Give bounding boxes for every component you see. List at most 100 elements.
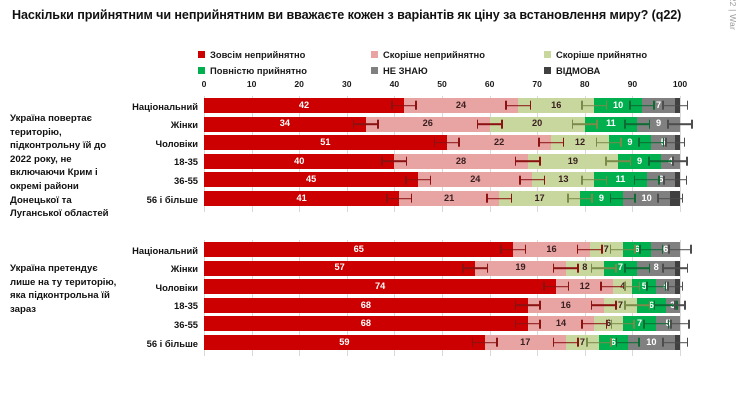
axis-tick-60: 60 (484, 79, 495, 89)
axis-tick-20: 20 (294, 79, 304, 89)
bar-segment-somewhat_unacceptable[interactable]: 14 (527, 316, 595, 332)
bar-segment-very_unacceptable[interactable]: 74 (204, 279, 557, 295)
bar-segment-somewhat_acceptable[interactable]: 12 (551, 135, 609, 151)
bar-segment-somewhat_unacceptable[interactable]: 26 (365, 116, 490, 132)
legend-swatch-somewhat_acceptable-icon (544, 50, 551, 58)
bar-segment-very_unacceptable[interactable]: 45 (204, 172, 419, 188)
legend-item-dont_know[interactable]: НЕ ЗНАЮ (371, 65, 544, 76)
error-bar-whisker (667, 285, 684, 288)
bar-segment-somewhat_acceptable[interactable]: 20 (489, 116, 585, 132)
bar-value-label: 6 (610, 336, 616, 347)
bar-segment-fully_acceptable[interactable]: 6 (599, 335, 628, 350)
bar-segment-somewhat_acceptable[interactable]: 6 (594, 316, 623, 332)
error-bar-whisker (647, 160, 674, 163)
source-note: NDI UKRAINE | May 2022 | War (728, 0, 738, 30)
stacked-bar-row[interactable]: 57 19 8 7 8 (204, 260, 689, 276)
bar-segment-somewhat_unacceptable[interactable]: 19 (475, 260, 566, 276)
bar-segment-somewhat_unacceptable[interactable]: 24 (403, 98, 519, 113)
bar-segment-very_unacceptable[interactable]: 68 (204, 316, 528, 332)
bar-segment-very_unacceptable[interactable]: 51 (204, 135, 447, 151)
stacked-bar-row[interactable]: 59 17 7 6 10 (204, 335, 689, 350)
axis-tick-50: 50 (437, 79, 447, 89)
page-title: Наскільки прийнятним чи неприйнятним ви … (12, 8, 682, 22)
bar-value-label: 7 (636, 318, 643, 329)
bar-segment-fully_acceptable[interactable]: 6 (622, 242, 652, 257)
bar-segment-very_unacceptable[interactable]: 42 (204, 98, 404, 113)
stacked-bar-row[interactable]: 42 24 16 10 7 (204, 98, 689, 113)
bar-segment-dont_know[interactable]: 8 (637, 260, 676, 276)
bar-segment-somewhat_acceptable[interactable]: 7 (589, 242, 623, 257)
bar-segment-fully_acceptable[interactable]: 7 (603, 260, 638, 276)
bar-value-label: 19 (567, 155, 578, 166)
bar-segment-dont_know[interactable]: 6 (651, 242, 680, 257)
error-bar-whisker (609, 248, 636, 251)
bar-value-label: 10 (641, 192, 652, 203)
bar-segment-fully_acceptable[interactable]: 6 (637, 297, 666, 313)
legend-item-fully_acceptable[interactable]: Повністю прийнятно (198, 65, 371, 76)
error-bar-whisker (581, 323, 608, 325)
bar-value-label: 12 (579, 281, 590, 292)
bar-value-label: 5 (641, 281, 647, 292)
error-bar-whisker (514, 323, 541, 325)
bar-segment-somewhat_unacceptable[interactable]: 28 (394, 153, 528, 169)
bar-segment-very_unacceptable[interactable]: 59 (204, 335, 485, 350)
stacked-bar-row[interactable]: 51221295 (204, 135, 686, 151)
bar-segment-dont_know[interactable]: 7 (641, 98, 676, 113)
legend-label: Зовсім неприйнятно (210, 48, 306, 60)
stacked-bar-row[interactable]: 65 16 7 6 6 (204, 242, 692, 257)
error-bar-whisker (646, 285, 667, 288)
bar-value-label: 16 (546, 243, 557, 254)
error-bar-whisker (552, 341, 579, 344)
bar-segment-very_unacceptable[interactable]: 57 (204, 260, 476, 276)
error-bar-whisker (674, 304, 686, 307)
bar-segment-somewhat_unacceptable[interactable]: 22 (446, 135, 552, 151)
bar-segment-somewhat_unacceptable[interactable]: 17 (484, 335, 566, 350)
error-bar-whisker (615, 341, 640, 344)
bar-segment-dont_know[interactable]: 6 (646, 172, 676, 188)
bar-segment-somewhat_unacceptable[interactable]: 21 (399, 191, 500, 206)
bar-value-label: 68 (360, 318, 371, 329)
error-bar-whisker (643, 323, 670, 325)
bar-segment-somewhat_acceptable[interactable]: 7 (565, 335, 600, 350)
stacked-bar-row[interactable]: 34 26 20 11 9 (204, 116, 693, 132)
stacked-bar-row[interactable]: 41 21 17 9 10 (204, 191, 684, 206)
bar-segment-somewhat_unacceptable[interactable]: 24 (418, 172, 533, 188)
bar-segment-very_unacceptable[interactable]: 34 (204, 116, 366, 132)
group-label-1: Україна повертає територію, підконтрольн… (10, 113, 109, 220)
bar-segment-very_unacceptable[interactable]: 41 (204, 191, 400, 206)
bar-value-label: 10 (646, 336, 657, 347)
bar-segment-somewhat_acceptable[interactable]: 16 (518, 98, 595, 113)
bar-value-label: 7 (655, 99, 662, 110)
error-bar-whisker (543, 285, 570, 288)
bar-segment-somewhat_acceptable[interactable]: 17 (499, 191, 581, 206)
error-bar-whisker (624, 267, 651, 269)
error-bar-whisker (514, 304, 541, 307)
row-category-label: 18-35 (174, 300, 198, 312)
axis-top: 0 10 20 30 40 50 60 70 80 90 100 (202, 79, 688, 91)
bar-segment-somewhat_unacceptable[interactable]: 16 (513, 242, 590, 257)
bar-segment-very_unacceptable[interactable]: 65 (204, 242, 514, 257)
bar-segment-very_unacceptable[interactable]: 68 (204, 297, 528, 313)
stacked-bar-row[interactable]: 40281994 (204, 153, 688, 169)
legend-item-very_unacceptable[interactable]: Зовсім неприйнятно (198, 49, 371, 60)
bar-segment-fully_acceptable[interactable]: 7 (622, 316, 657, 332)
legend-swatch-refused-icon (544, 66, 551, 74)
bar-value-label: 9 (655, 118, 662, 129)
bar-value-label: 9 (627, 137, 633, 148)
bar-segment-somewhat_acceptable[interactable]: 13 (532, 172, 595, 188)
legend-item-somewhat_acceptable[interactable]: Скоріше прийнятно (544, 49, 704, 60)
stacked-bar-row[interactable]: 7412454 (204, 279, 684, 295)
bar-segment-somewhat_acceptable[interactable]: 19 (527, 153, 619, 169)
legend-item-somewhat_unacceptable[interactable]: Скоріше неприйнятно (371, 49, 544, 60)
bar-value-label: 14 (555, 318, 567, 329)
legend-item-refused[interactable]: ВІДМОВА (544, 65, 704, 76)
bar-segment-somewhat_unacceptable[interactable]: 12 (556, 279, 614, 295)
stacked-bar-row[interactable]: 45 24 13 11 6 (204, 172, 688, 188)
bar-segment-somewhat_acceptable[interactable]: 8 (565, 260, 604, 276)
bar-segment-very_unacceptable[interactable]: 40 (204, 153, 395, 169)
bar-segment-somewhat_unacceptable[interactable]: 16 (527, 297, 604, 313)
bar-segment-somewhat_acceptable[interactable]: 7 (603, 297, 638, 313)
